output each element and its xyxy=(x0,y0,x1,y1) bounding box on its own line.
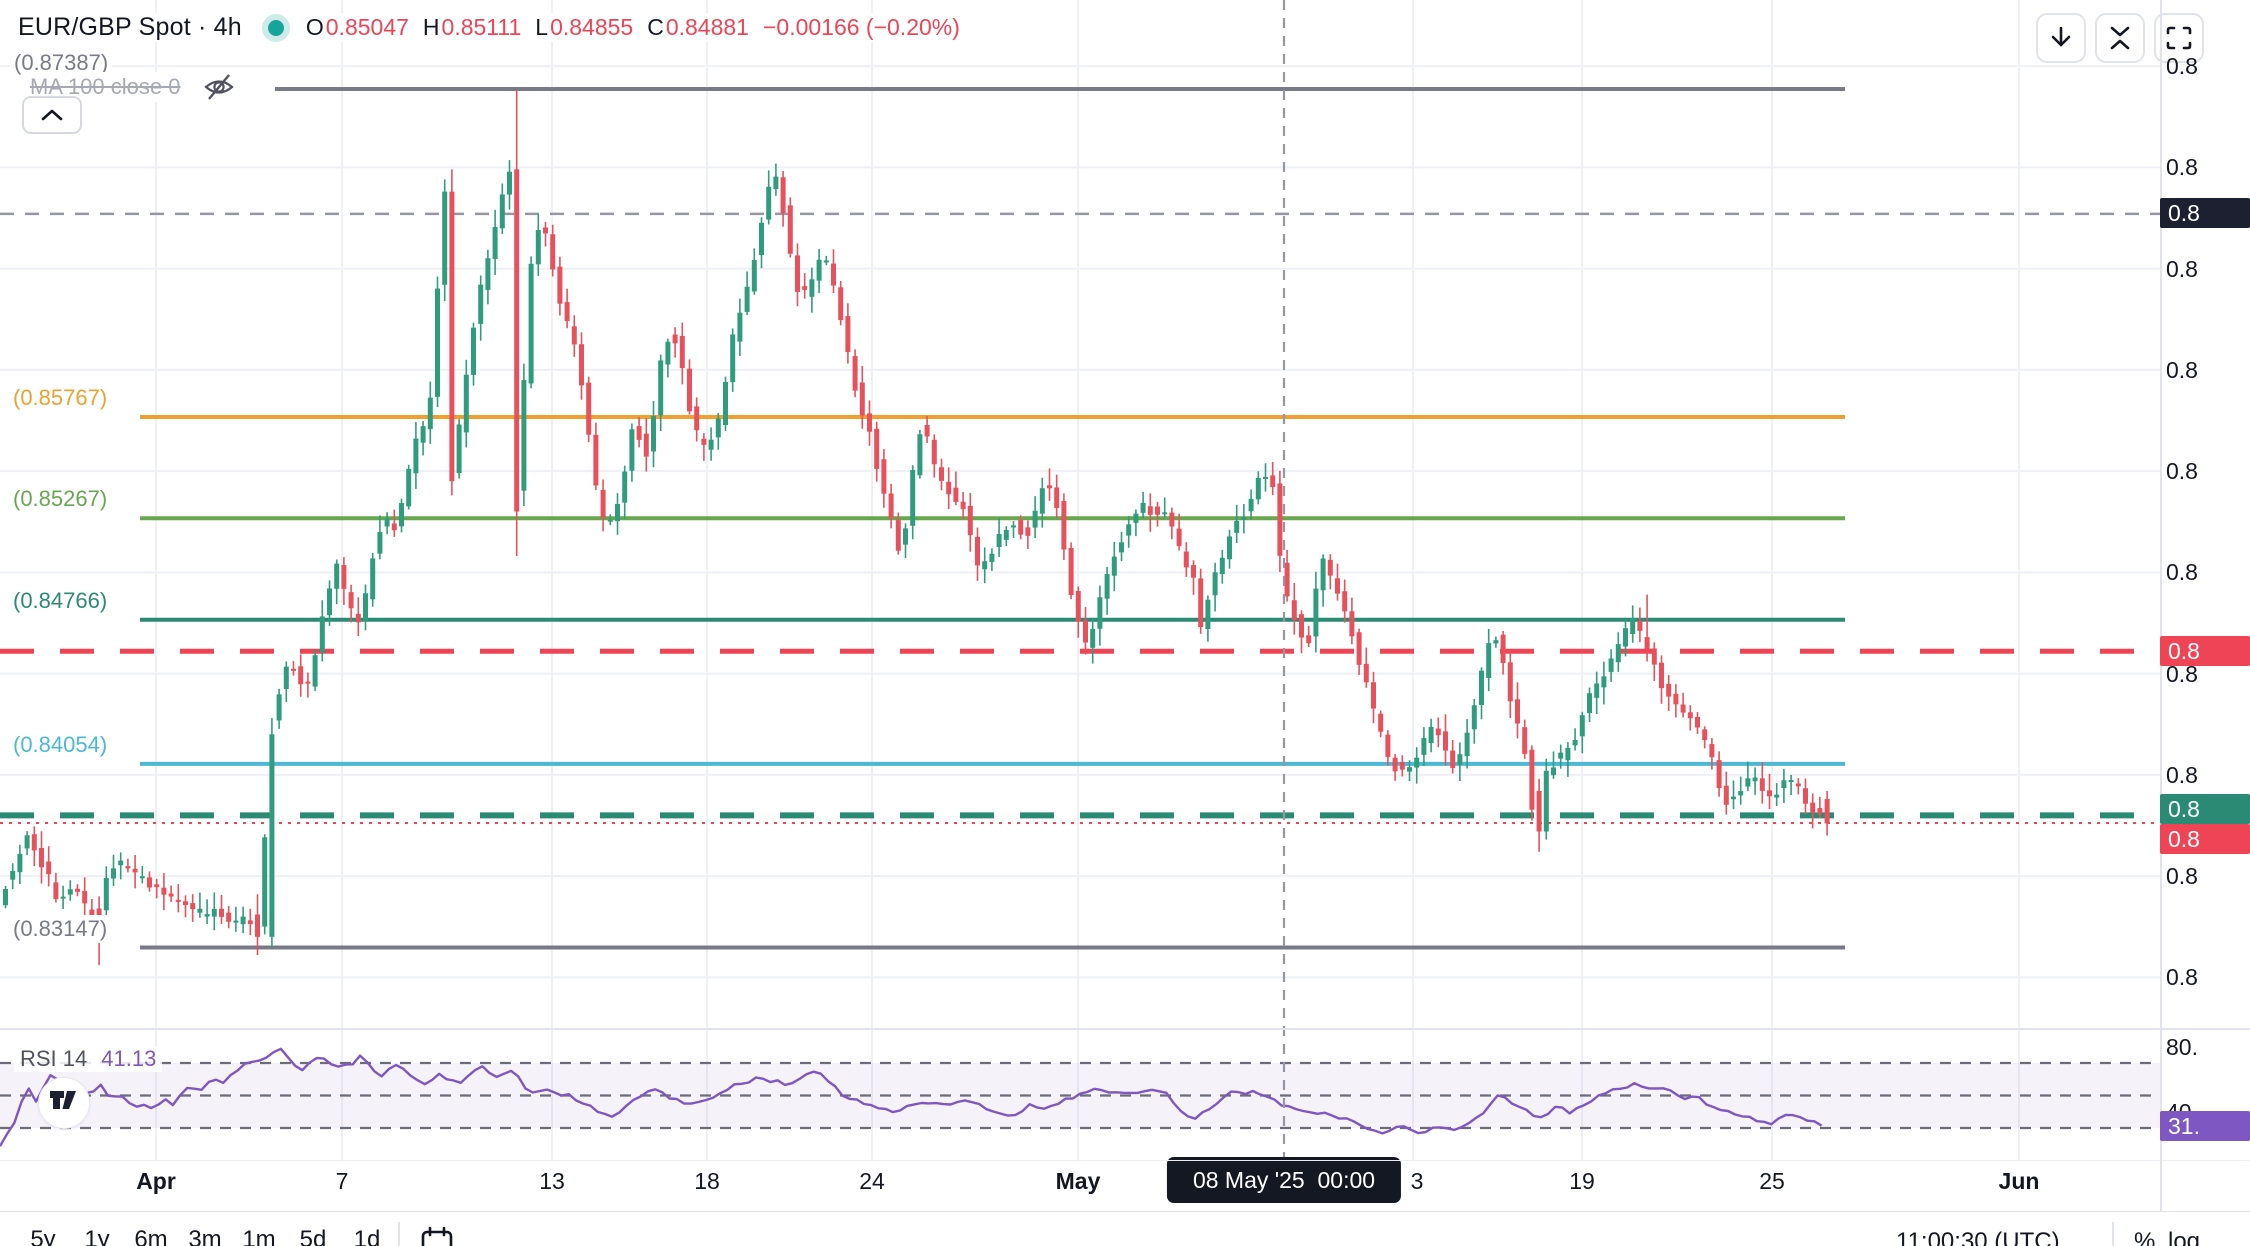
x-axis-label-7: 7 xyxy=(335,1168,349,1194)
rsi-tick-label: 80. xyxy=(2166,1033,2198,1060)
range-button-3m[interactable]: 3m xyxy=(188,1226,222,1246)
range-button-1y[interactable]: 1y xyxy=(84,1226,110,1246)
close-value: 0.84881 xyxy=(665,14,749,40)
range-button-5y[interactable]: 5y xyxy=(30,1226,56,1246)
rsi-indicator-title: RSI 14 xyxy=(20,1046,88,1071)
x-axis-label-May: May xyxy=(1055,1168,1101,1194)
chart-toolbar xyxy=(2036,13,2204,63)
close-label: C xyxy=(647,14,664,40)
level-label-087387: (0.87387) xyxy=(10,50,113,76)
open-value: 0.85047 xyxy=(325,14,409,40)
range-button-1d[interactable]: 1d xyxy=(353,1226,381,1246)
footer-divider-2 xyxy=(2112,1222,2114,1246)
range-button-1m[interactable]: 1m xyxy=(242,1226,276,1246)
collapse-vertical-icon xyxy=(2110,26,2130,50)
x-axis-label-19: 19 xyxy=(1569,1168,1595,1194)
symbol-legend[interactable]: EUR/GBP Spot · 4h O 0.85047 H 0.85111 L … xyxy=(18,13,968,42)
x-axis-label-Jun: Jun xyxy=(1998,1168,2040,1194)
level-label-0.85767[interactable]: (0.85767) xyxy=(8,384,113,412)
price-tick-label: 0.8 xyxy=(2166,964,2198,991)
download-button[interactable] xyxy=(2036,13,2086,63)
collapse-legend-button[interactable] xyxy=(22,96,82,134)
chevron-up-icon xyxy=(41,109,63,121)
price-tick-label: 0.8 xyxy=(2166,458,2198,485)
footer-divider xyxy=(398,1222,400,1246)
price-axis-badge: 0.8 xyxy=(2160,636,2250,666)
fullscreen-icon xyxy=(2166,26,2192,50)
price-tick-label: 0.8 xyxy=(2166,53,2198,80)
price-tick-label: 0.8 xyxy=(2166,559,2198,586)
symbol-title: EUR/GBP Spot · 4h xyxy=(18,13,242,41)
high-value: 0.85111 xyxy=(441,14,522,40)
range-button-5d[interactable]: 5d xyxy=(299,1226,327,1246)
x-axis-label-Apr: Apr xyxy=(136,1168,176,1194)
level-label-0.84054[interactable]: (0.84054) xyxy=(8,730,113,759)
x-axis-label-18: 18 xyxy=(694,1168,720,1194)
ohlc-readout: O 0.85047 H 0.85111 L 0.84855 C 0.84881 … xyxy=(306,14,960,41)
download-icon xyxy=(2051,26,2071,47)
price-tick-label: 0.8 xyxy=(2166,154,2198,181)
clock-display[interactable]: 11:00:30 (UTC) xyxy=(1896,1228,2060,1246)
price-tick-label: 0.8 xyxy=(2166,255,2198,282)
price-tick-label: 0.8 xyxy=(2166,761,2198,788)
x-axis-label-24: 24 xyxy=(859,1168,885,1194)
x-axis-label-3: 3 xyxy=(1410,1168,1424,1194)
time-axis-border xyxy=(0,1160,2250,1161)
percent-scale-button[interactable]: % xyxy=(2134,1228,2156,1246)
tradingview-logo[interactable] xyxy=(38,1077,90,1129)
range-button-6m[interactable]: 6m xyxy=(134,1226,168,1246)
price-axis-border xyxy=(2160,0,2162,1211)
crosshair-date-tooltip: 08 May '25 00:00 xyxy=(1166,1157,1402,1203)
fullscreen-button[interactable] xyxy=(2154,13,2204,63)
price-axis-badge: 31. xyxy=(2160,1111,2250,1141)
x-axis-label-25: 25 xyxy=(1759,1168,1785,1194)
price-axis-badge: 0.8 xyxy=(2160,198,2250,228)
change-value: −0.00166 (−0.20%) xyxy=(762,14,960,40)
level-label-0.85267[interactable]: (0.85267) xyxy=(8,485,113,514)
high-label: H xyxy=(422,14,440,40)
x-axis-label-13: 13 xyxy=(539,1168,565,1194)
low-value: 0.84855 xyxy=(550,14,634,40)
minimize-button[interactable] xyxy=(2095,13,2145,63)
price-axis-badge: 0.8 xyxy=(2160,794,2250,824)
open-label: O xyxy=(305,14,324,40)
level-label-0.84766[interactable]: (0.84766) xyxy=(8,586,113,615)
rsi-legend[interactable]: RSI 14 41.13 xyxy=(14,1046,163,1072)
rsi-indicator-value: 41.13 xyxy=(101,1046,157,1071)
tradingview-logo-icon xyxy=(50,1091,76,1109)
bottom-toolbar: 5y 1y 6m 3m 1m 5d 1d 11:00:30 (UTC) % log xyxy=(0,1212,2250,1246)
date-range-buttons: 5y 1y 6m 3m 1m 5d 1d xyxy=(16,1226,394,1246)
log-scale-button[interactable]: log xyxy=(2168,1228,2201,1246)
market-status-dot-icon xyxy=(267,19,284,36)
level-label-0.83147[interactable]: (0.83147) xyxy=(8,914,113,943)
eye-off-icon[interactable] xyxy=(202,72,236,102)
price-axis-badge: 0.8 xyxy=(2160,824,2250,854)
price-tick-label: 0.8 xyxy=(2166,863,2198,890)
price-tick-label: 0.8 xyxy=(2166,356,2198,383)
calendar-icon[interactable] xyxy=(420,1226,454,1246)
pane-separator[interactable] xyxy=(0,1028,2250,1030)
low-label: L xyxy=(535,14,549,40)
ma-indicator-title: MA 100 close 0 xyxy=(30,74,181,99)
